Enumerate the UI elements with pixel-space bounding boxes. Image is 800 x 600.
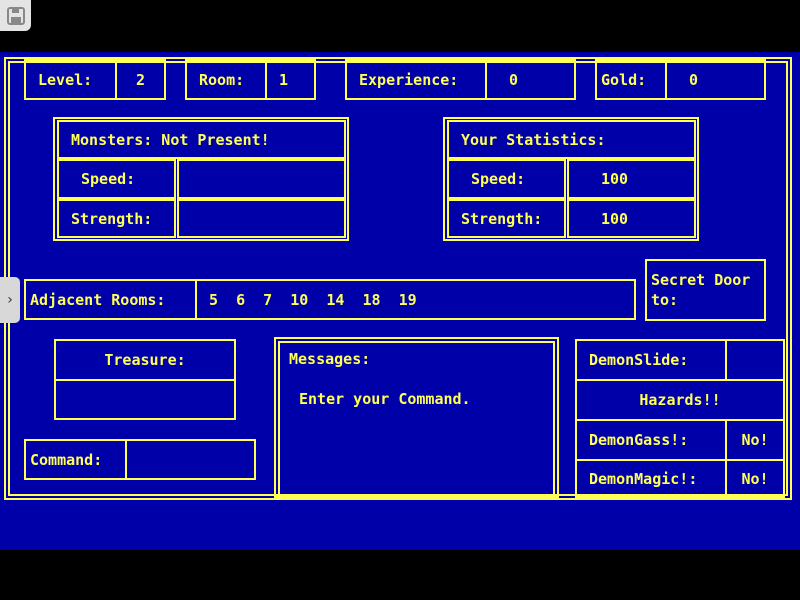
- floppy-disk-icon: [6, 6, 25, 25]
- experience-label: Experience:: [345, 59, 487, 100]
- save-button[interactable]: [0, 0, 31, 31]
- messages-text: Enter your Command.: [299, 390, 471, 408]
- experience-value: 0: [485, 59, 576, 100]
- side-panel-toggle[interactable]: ›: [0, 277, 20, 323]
- monster-speed-value: [177, 159, 346, 199]
- monster-strength-value: [177, 199, 346, 238]
- monster-strength-label: Strength:: [57, 199, 176, 238]
- monster-speed-label: Speed:: [57, 159, 176, 199]
- chevron-right-icon: ›: [7, 292, 13, 308]
- demonmagic-value: No!: [725, 459, 785, 498]
- stats-frame: [443, 117, 699, 241]
- command-input[interactable]: [125, 439, 256, 480]
- game-screen: Level: 2 Room: 1 Experience: 0 Gold: 0 M…: [0, 52, 800, 550]
- level-value: 2: [115, 59, 166, 100]
- demonmagic-label: DemonMagic!:: [575, 459, 727, 498]
- demongass-value: No!: [725, 419, 785, 461]
- level-label: Level:: [24, 59, 117, 100]
- player-speed-label: Speed:: [447, 159, 566, 199]
- command-label: Command:: [24, 439, 127, 480]
- secret-door-label: Secret Door to:: [645, 259, 766, 321]
- hazards-title: Hazards!!: [575, 379, 785, 421]
- stats-header: Your Statistics:: [447, 120, 696, 159]
- treasure-value: [54, 379, 236, 420]
- demongass-label: DemonGass!:: [575, 419, 727, 461]
- messages-frame: [274, 337, 559, 498]
- room-value: 1: [265, 59, 316, 100]
- adjacent-rooms-value: 5 6 7 10 14 18 19: [195, 279, 636, 320]
- gold-label: Gold:: [595, 59, 667, 100]
- messages-label: Messages:: [289, 350, 371, 368]
- player-speed-value: 100: [567, 159, 696, 199]
- room-label: Room:: [185, 59, 267, 100]
- adjacent-rooms-label: Adjacent Rooms:: [24, 279, 197, 320]
- demonslide-value: [725, 339, 785, 381]
- monsters-header: Monsters: Not Present!: [57, 120, 346, 159]
- player-strength-label: Strength:: [447, 199, 566, 238]
- player-strength-value: 100: [567, 199, 696, 238]
- gold-value: 0: [665, 59, 766, 100]
- demonslide-label: DemonSlide:: [575, 339, 727, 381]
- monsters-frame: [53, 117, 349, 241]
- messages-box: [278, 341, 555, 498]
- treasure-label: Treasure:: [54, 339, 236, 381]
